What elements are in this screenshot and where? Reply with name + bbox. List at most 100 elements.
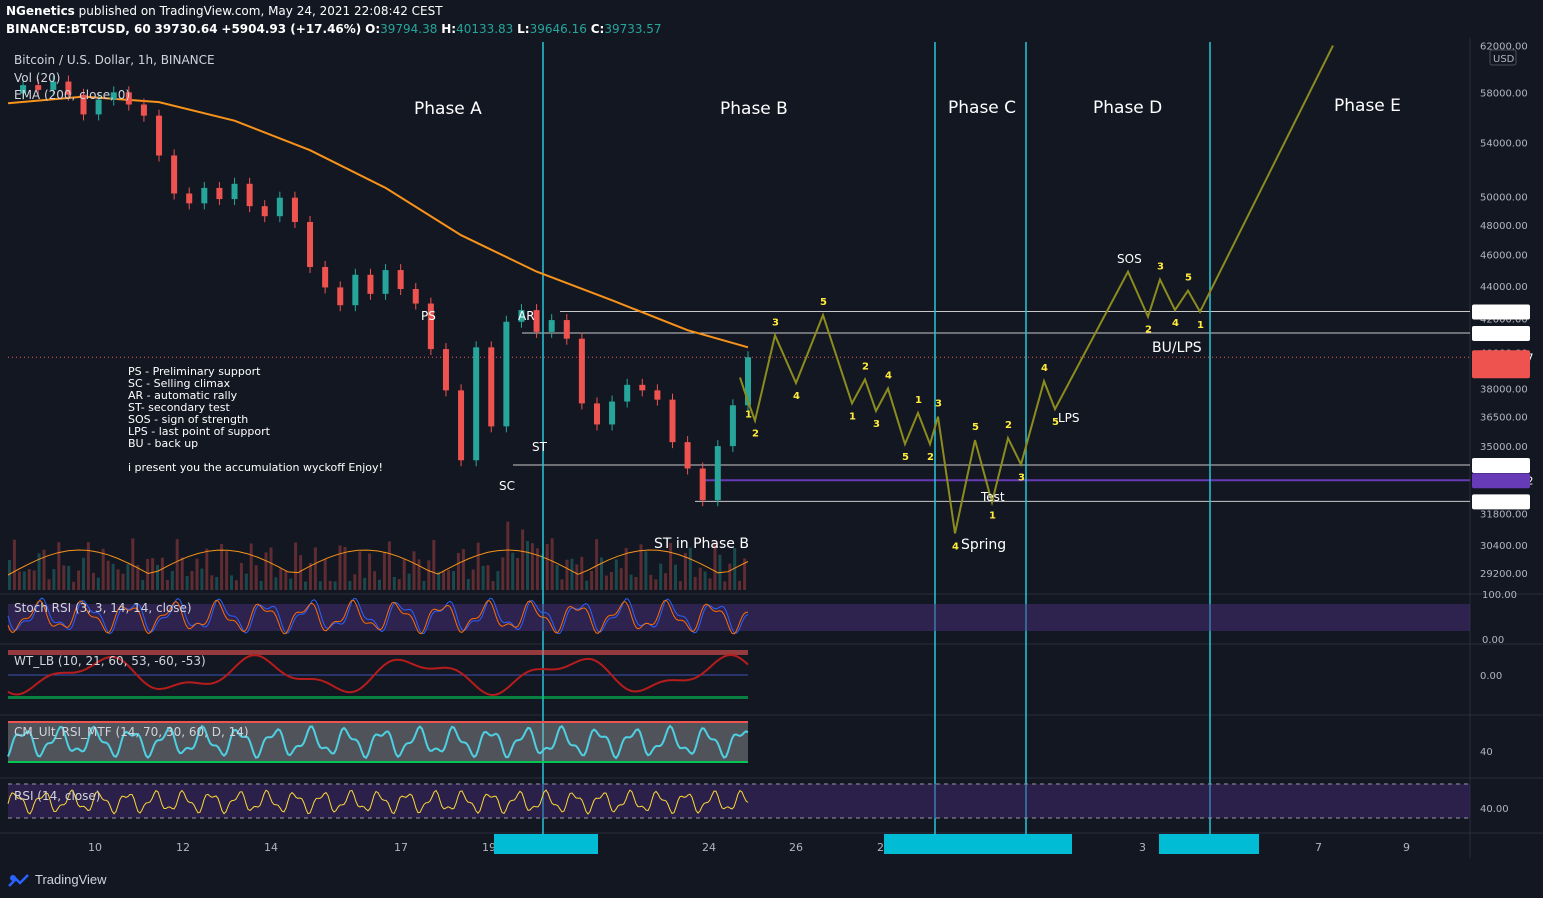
price-tag — [1472, 350, 1530, 379]
volume-bar — [545, 544, 549, 590]
wt-ob-band — [8, 650, 748, 655]
ema-line — [7, 95, 749, 349]
volume-bar — [67, 565, 71, 590]
volume-bar — [294, 542, 298, 590]
time-axis[interactable] — [494, 834, 1259, 854]
volume-bar — [304, 581, 307, 590]
volume-bar — [37, 553, 41, 590]
volume-bar — [215, 576, 219, 590]
legend-line: LPS - last point of support — [128, 425, 271, 438]
event-label: PS — [421, 309, 436, 323]
legend-line: BU - back up — [128, 437, 198, 450]
cm-band — [8, 722, 748, 762]
event-label: ST — [532, 440, 548, 454]
volume-bar — [141, 579, 145, 590]
volume-bar — [511, 552, 515, 590]
volume-bar — [456, 552, 460, 590]
volume-bar — [683, 552, 687, 590]
stoch-label: Stoch RSI (3, 3, 14, 14, close) — [14, 601, 192, 615]
volume-bar — [175, 539, 179, 590]
price-tick: 62000.00 — [1480, 42, 1528, 53]
candle-body — [729, 405, 736, 447]
volume-bar — [259, 581, 263, 590]
change: +5904.93 (+17.46%) — [221, 22, 362, 36]
volume-bar — [669, 543, 673, 590]
symbol[interactable]: BINANCE:BTCUSD, 60 — [6, 22, 151, 36]
event-label: Test — [980, 490, 1005, 504]
volume-bar — [333, 581, 337, 590]
volume-bar — [32, 570, 36, 590]
event-label: ST in Phase B — [654, 536, 749, 552]
grid — [0, 38, 1543, 858]
tradingview-brand[interactable]: TradingView — [8, 872, 107, 887]
volume-bar — [600, 557, 603, 590]
volume-bar — [264, 552, 268, 590]
time-tick: 3 — [1139, 841, 1146, 854]
time-tick: 10 — [88, 841, 102, 854]
volume-bar — [323, 559, 327, 590]
wave-number-label: 4 — [1172, 318, 1179, 329]
volume-bar — [96, 577, 100, 590]
volume-bar — [555, 565, 559, 590]
candle-body — [125, 92, 132, 105]
volume-bar — [447, 570, 451, 590]
event-label: SOS — [1117, 252, 1142, 266]
volume-bar — [274, 577, 278, 590]
volume-bar — [121, 573, 125, 590]
time-tick: 19 — [482, 841, 496, 854]
volume-bar — [47, 579, 51, 590]
volume-bar — [62, 565, 66, 590]
event-label: Spring — [961, 537, 1006, 553]
candle-body — [291, 197, 298, 222]
candle-body — [352, 274, 359, 306]
volume-bar — [27, 569, 31, 590]
price-tick: 42000.00 — [1480, 314, 1528, 325]
low-value: 39646.16 — [529, 22, 587, 36]
volume-bar — [624, 548, 628, 590]
currency-label: USD — [1493, 54, 1515, 65]
volume-bar — [82, 557, 85, 590]
pair-label: Bitcoin / U.S. Dollar, 1h, BINANCE — [14, 53, 215, 67]
price-tick: 38000.00 — [1480, 385, 1528, 396]
author-name[interactable]: NGenetics — [6, 4, 75, 18]
volume-bar — [8, 560, 11, 590]
candle-body — [261, 206, 268, 217]
candle-body — [201, 187, 208, 204]
candle-body — [50, 81, 57, 90]
currency-box — [1489, 49, 1517, 66]
volume-bar — [392, 577, 396, 590]
volume-bar — [743, 558, 747, 590]
time-tick: 12 — [176, 841, 190, 854]
wt-axis-zero: 0.00 — [1480, 671, 1502, 682]
support-resistance-lines — [8, 311, 1470, 502]
price-tick: 50000.00 — [1480, 192, 1528, 203]
price-tag — [1472, 473, 1530, 489]
volume-bar — [368, 553, 372, 590]
candle-body — [669, 399, 676, 443]
wave-number-label: 4 — [952, 541, 959, 552]
volume-bar — [649, 574, 653, 590]
price-tick: 35000.00 — [1480, 442, 1528, 453]
wave-number-label: 5 — [820, 297, 827, 308]
volume-bar — [580, 556, 584, 590]
volume-bar — [126, 564, 130, 590]
candle-body — [322, 266, 329, 288]
volume-bar — [698, 567, 702, 590]
candle-body — [639, 384, 646, 391]
volume-bar — [12, 539, 16, 590]
stoch-band — [8, 604, 1470, 631]
wave-number-label: 5 — [1052, 417, 1059, 428]
volume-bar — [170, 570, 174, 590]
vol-label: Vol (20) — [14, 71, 60, 85]
volume-bar — [565, 559, 569, 590]
phase-label: Phase E — [1334, 96, 1401, 116]
brand-label: TradingView — [35, 872, 107, 887]
volume-bar — [604, 575, 608, 590]
volume-bar — [738, 580, 742, 590]
volume-bar — [269, 547, 273, 590]
volume-bar — [678, 581, 682, 590]
wave-number-label: 2 — [927, 452, 934, 463]
price-axis[interactable] — [1472, 49, 1530, 510]
candle-body — [563, 320, 570, 339]
volume-bar — [481, 565, 485, 590]
